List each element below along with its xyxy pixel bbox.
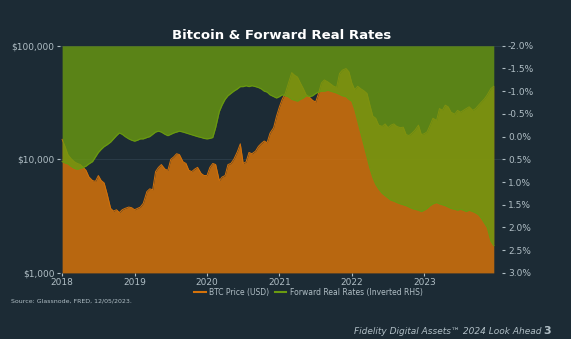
Text: 3: 3 xyxy=(544,326,551,336)
Legend: BTC Price (USD), Forward Real Rates (Inverted RHS): BTC Price (USD), Forward Real Rates (Inv… xyxy=(191,284,425,300)
Text: Source: Glassnode, FRED, 12/05/2023.: Source: Glassnode, FRED, 12/05/2023. xyxy=(11,298,132,303)
Text: Fidelity Digital Assets™ 2024 Look Ahead: Fidelity Digital Assets™ 2024 Look Ahead xyxy=(354,326,541,336)
Title: Bitcoin & Forward Real Rates: Bitcoin & Forward Real Rates xyxy=(172,29,391,42)
